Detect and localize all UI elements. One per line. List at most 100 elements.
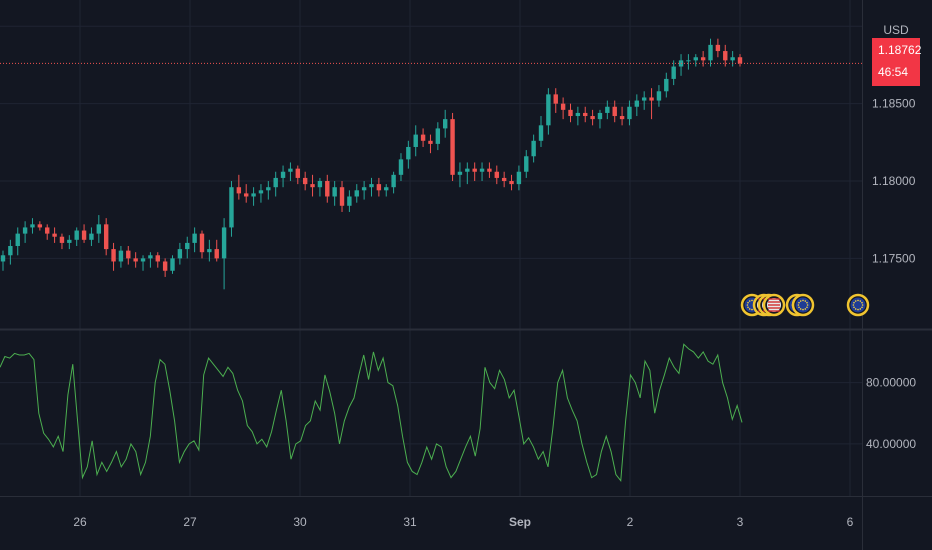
candle[interactable] xyxy=(310,174,315,197)
eu-flag-icon[interactable] xyxy=(846,293,870,317)
candle[interactable] xyxy=(450,112,455,182)
candle[interactable] xyxy=(656,85,662,107)
candle[interactable] xyxy=(649,88,654,120)
candle[interactable] xyxy=(546,88,551,135)
candle[interactable] xyxy=(509,174,514,191)
oscillator-line[interactable] xyxy=(0,343,743,482)
candle[interactable] xyxy=(723,44,728,67)
candle[interactable] xyxy=(199,230,205,259)
candle[interactable] xyxy=(465,162,470,185)
candle[interactable] xyxy=(420,128,426,147)
candle[interactable] xyxy=(22,221,28,243)
candle[interactable] xyxy=(472,162,477,182)
candle[interactable] xyxy=(155,252,160,268)
candle[interactable] xyxy=(590,109,595,126)
candle[interactable] xyxy=(671,60,676,86)
candle[interactable] xyxy=(634,94,640,117)
candle[interactable] xyxy=(457,162,463,188)
candle[interactable] xyxy=(700,51,706,67)
candle[interactable] xyxy=(236,174,242,200)
candle[interactable] xyxy=(693,54,698,67)
candle[interactable] xyxy=(568,103,573,123)
candle[interactable] xyxy=(317,177,323,197)
candle[interactable] xyxy=(575,106,581,126)
candle[interactable] xyxy=(715,38,721,58)
candle[interactable] xyxy=(612,100,617,123)
candle[interactable] xyxy=(302,171,308,191)
candle[interactable] xyxy=(428,134,433,154)
candle[interactable] xyxy=(266,181,271,200)
candle[interactable] xyxy=(244,184,249,203)
candle[interactable] xyxy=(479,162,485,182)
candle[interactable] xyxy=(118,246,124,268)
candle[interactable] xyxy=(59,233,65,250)
candle[interactable] xyxy=(81,224,87,243)
candle[interactable] xyxy=(133,252,138,268)
candle[interactable] xyxy=(376,177,382,197)
candle[interactable] xyxy=(627,100,632,126)
candle[interactable] xyxy=(185,236,190,259)
candle[interactable] xyxy=(258,184,264,203)
candle[interactable] xyxy=(148,252,153,268)
candle[interactable] xyxy=(295,165,300,185)
candle[interactable] xyxy=(140,255,146,271)
candle[interactable] xyxy=(339,181,345,212)
candle[interactable] xyxy=(583,106,588,123)
candle[interactable] xyxy=(494,165,499,185)
candle[interactable] xyxy=(170,255,175,274)
candle[interactable] xyxy=(192,227,197,253)
candle[interactable] xyxy=(487,162,492,178)
candle[interactable] xyxy=(280,165,286,188)
candle[interactable] xyxy=(553,88,558,113)
candle[interactable] xyxy=(686,54,691,70)
candle[interactable] xyxy=(111,242,116,271)
candle[interactable] xyxy=(641,91,647,110)
candle[interactable] xyxy=(229,181,234,237)
candle[interactable] xyxy=(347,190,352,212)
candle[interactable] xyxy=(413,125,418,157)
candle[interactable] xyxy=(45,224,50,240)
candle[interactable] xyxy=(398,153,404,182)
candle[interactable] xyxy=(288,162,293,182)
candle[interactable] xyxy=(52,227,57,243)
candle[interactable] xyxy=(8,239,13,265)
candle[interactable] xyxy=(103,218,109,256)
candle[interactable] xyxy=(325,174,330,203)
candle[interactable] xyxy=(406,140,411,169)
candle[interactable] xyxy=(221,218,227,290)
candle[interactable] xyxy=(361,181,367,200)
candle[interactable] xyxy=(207,239,212,262)
candle[interactable] xyxy=(730,51,735,67)
candle[interactable] xyxy=(516,165,522,191)
candle[interactable] xyxy=(332,181,337,206)
candle[interactable] xyxy=(737,54,743,67)
candle[interactable] xyxy=(214,239,219,262)
candle[interactable] xyxy=(89,227,94,246)
candle[interactable] xyxy=(126,246,131,265)
time-axis[interactable]: 26 27 30 31 Sep 2 3 6 xyxy=(73,515,853,529)
candle[interactable] xyxy=(435,122,441,151)
candle[interactable] xyxy=(384,184,389,197)
candle[interactable] xyxy=(96,215,102,243)
us-flag-icon[interactable] xyxy=(762,293,786,317)
candle[interactable] xyxy=(443,109,448,138)
candle[interactable] xyxy=(531,134,536,163)
candle[interactable] xyxy=(369,177,374,197)
candle[interactable] xyxy=(708,38,713,67)
event-markers[interactable] xyxy=(740,293,870,317)
candle[interactable] xyxy=(619,106,625,126)
candle[interactable] xyxy=(560,97,566,120)
candle[interactable] xyxy=(664,72,669,98)
oscillator-axis[interactable]: 80.00000 40.00000 xyxy=(866,376,916,451)
candle[interactable] xyxy=(15,227,20,256)
candle[interactable] xyxy=(273,171,278,197)
candle[interactable] xyxy=(391,171,396,194)
candle[interactable] xyxy=(37,221,43,231)
candle[interactable] xyxy=(251,187,256,206)
candle[interactable] xyxy=(162,258,168,277)
candle[interactable] xyxy=(501,171,507,188)
candle[interactable] xyxy=(597,109,603,129)
candle[interactable] xyxy=(177,242,183,265)
candle[interactable] xyxy=(30,218,35,234)
eu-flag-icon[interactable] xyxy=(791,293,815,317)
